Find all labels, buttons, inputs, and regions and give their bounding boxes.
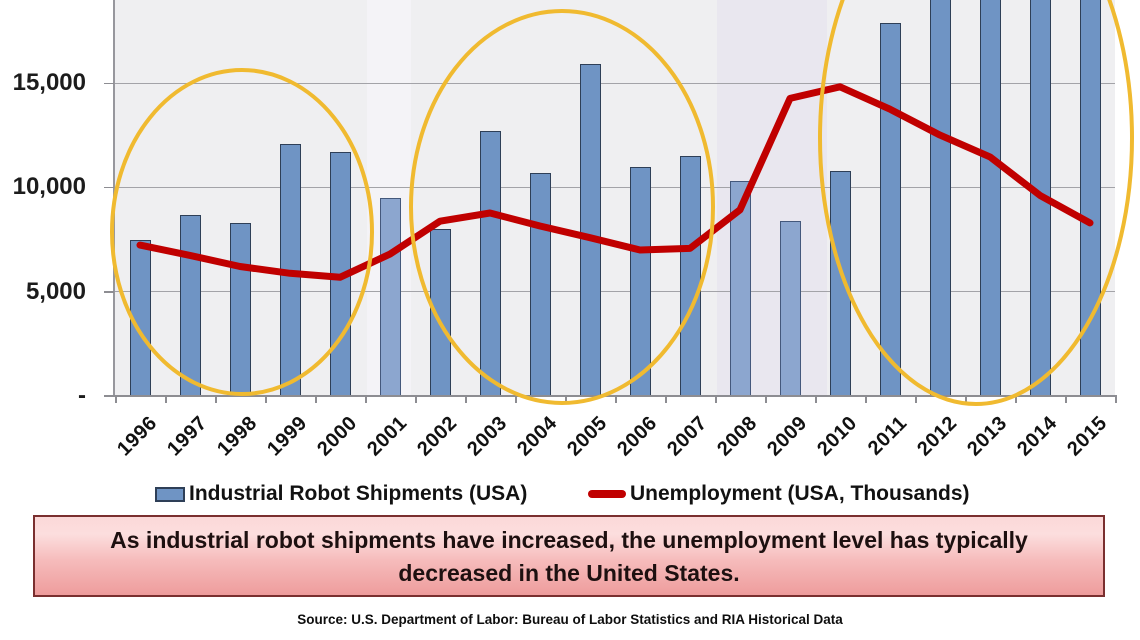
x-tick-mark-20 (1115, 397, 1117, 403)
bar-1997 (179, 215, 201, 396)
x-tick-mark-15 (865, 397, 867, 403)
y-tick-mark-0 (104, 395, 114, 397)
x-tick-mark-1 (165, 397, 167, 403)
chart-legend: Industrial Robot Shipments (USA) Unemplo… (0, 480, 1140, 508)
bar-2004 (529, 173, 551, 396)
x-tick-mark-3 (265, 397, 267, 403)
gridline-5000 (115, 291, 1115, 293)
bar-2014 (1029, 0, 1051, 396)
bar-2005 (579, 64, 601, 396)
bar-2008 (729, 181, 751, 396)
x-tick-mark-18 (1015, 397, 1017, 403)
bar-2012 (929, 0, 951, 396)
bar-2015 (1079, 0, 1101, 396)
bar-2000 (329, 152, 351, 396)
bar-1999 (279, 144, 301, 396)
bar-2011 (879, 23, 901, 396)
bar-2009 (779, 221, 801, 396)
y-tick-label-10000: 10,000 (12, 173, 86, 201)
x-tick-mark-0 (115, 397, 117, 403)
x-tick-mark-8 (515, 397, 517, 403)
bar-2007 (679, 156, 701, 396)
y-tick-label-5000: 5,000 (25, 277, 86, 305)
legend-label-unemployment: Unemployment (USA, Thousands) (630, 482, 970, 505)
legend-item-unemployment: Unemployment (USA, Thousands) (588, 480, 970, 508)
source-attribution: Source: U.S. Department of Labor: Bureau… (297, 612, 843, 627)
x-tick-mark-5 (365, 397, 367, 403)
bar-2001 (379, 198, 401, 396)
bar-2010 (829, 171, 851, 396)
caption-line-1: As industrial robot shipments have incre… (110, 527, 1028, 553)
y-tick-mark-5000 (104, 291, 114, 293)
legend-label-robot-shipments: Industrial Robot Shipments (USA) (189, 482, 528, 505)
caption-box: As industrial robot shipments have incre… (33, 515, 1105, 597)
gridline-10000 (115, 186, 1115, 188)
y-tick-label-0: - (78, 382, 86, 409)
bar-series-swatch (155, 486, 185, 502)
y-tick-label-15000: 15,000 (12, 69, 86, 97)
x-tick-mark-10 (615, 397, 617, 403)
line-series-swatch (588, 490, 626, 498)
x-tick-mark-6 (415, 397, 417, 403)
bar-1996 (129, 240, 151, 396)
bar-2002 (429, 229, 451, 396)
y-axis-line (113, 0, 115, 397)
x-tick-mark-19 (1065, 397, 1067, 403)
x-tick-mark-7 (465, 397, 467, 403)
y-tick-mark-15000 (104, 82, 114, 85)
bar-2006 (629, 167, 651, 396)
caption-line-2: decreased in the United States. (398, 560, 740, 586)
bar-2003 (479, 131, 501, 396)
chart-plot-area (115, 0, 1115, 396)
x-tick-mark-13 (765, 397, 767, 403)
legend-item-robot-shipments: Industrial Robot Shipments (USA) (155, 480, 527, 508)
bar-1998 (229, 223, 251, 396)
bar-2013 (979, 0, 1001, 396)
x-tick-mark-4 (315, 397, 317, 403)
y-tick-mark-10000 (104, 186, 114, 189)
x-tick-mark-2 (215, 397, 217, 403)
x-tick-mark-16 (915, 397, 917, 403)
x-tick-mark-11 (665, 397, 667, 403)
x-tick-mark-9 (565, 397, 567, 403)
x-tick-mark-14 (815, 397, 817, 403)
x-tick-mark-17 (965, 397, 967, 403)
x-tick-mark-12 (715, 397, 717, 403)
gridline-15000 (115, 82, 1115, 84)
